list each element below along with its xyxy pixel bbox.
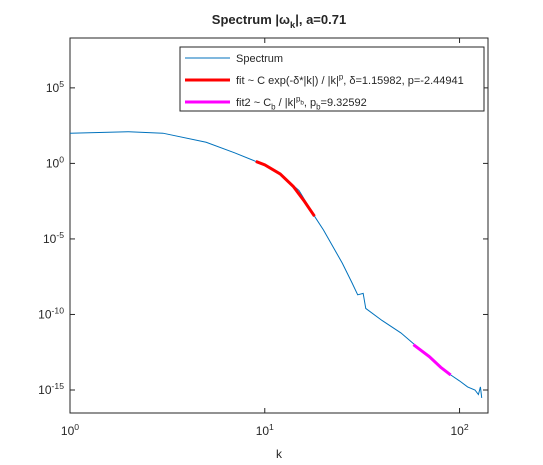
series-line (69, 131, 483, 398)
x-tick-label: 101​ (256, 422, 274, 438)
chart-title: Spectrum |ωk​|, a=0.71 (212, 12, 346, 30)
x-tick-label: 102​ (450, 422, 468, 438)
x-axis-label: k (276, 447, 283, 461)
series-line (255, 160, 316, 218)
y-tick-label: 105​ (46, 79, 64, 95)
series-line (412, 343, 452, 377)
x-tick-label: 100​ (61, 422, 79, 438)
y-tick-label: 10-5​ (43, 230, 64, 246)
legend-box (179, 46, 485, 112)
legend-label: Spectrum (236, 53, 283, 65)
y-tick-label: 10-10​ (38, 306, 64, 322)
legend-label: fit ~ C exp(-δ*|k|) / |k|p​, δ=1.15982, … (236, 73, 464, 87)
y-tick-label: 100​ (46, 155, 64, 171)
legend-label: fit2 ~ Cb​ / |k|pb​, pb​=9.32592 (236, 95, 367, 112)
y-tick-label: 10-15​ (38, 381, 64, 397)
